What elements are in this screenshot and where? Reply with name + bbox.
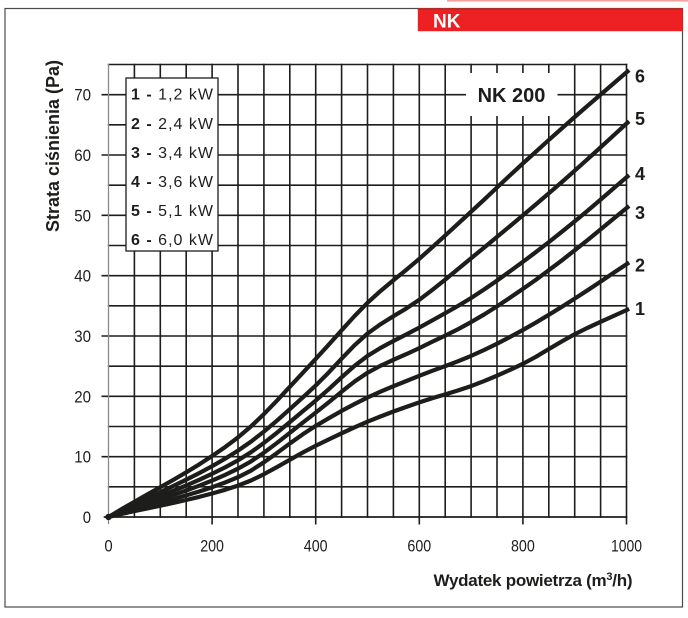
svg-text:200: 200 [200, 537, 224, 556]
svg-text:0: 0 [83, 508, 91, 527]
svg-text:5: 5 [635, 109, 645, 129]
svg-text:4 - 3,6 kW: 4 - 3,6 kW [131, 174, 214, 191]
svg-text:60: 60 [74, 146, 91, 165]
svg-text:0: 0 [104, 537, 112, 556]
svg-text:20: 20 [74, 387, 91, 406]
svg-text:50: 50 [74, 206, 91, 225]
svg-text:5 - 5,1 kW: 5 - 5,1 kW [131, 203, 214, 220]
svg-text:40: 40 [74, 267, 91, 286]
svg-text:2 - 2,4 kW: 2 - 2,4 kW [131, 116, 214, 133]
svg-text:800: 800 [511, 537, 535, 556]
svg-text:Strata ciśnienia (Pa): Strata ciśnienia (Pa) [43, 60, 63, 232]
svg-text:NK 200: NK 200 [478, 85, 546, 107]
svg-text:4: 4 [635, 164, 645, 184]
svg-text:Wydatek powietrza (m3/h): Wydatek powietrza (m3/h) [434, 571, 633, 590]
svg-text:70: 70 [74, 86, 91, 105]
svg-text:1: 1 [635, 299, 645, 319]
svg-text:400: 400 [304, 537, 328, 556]
svg-text:6: 6 [635, 67, 645, 87]
svg-text:3: 3 [635, 203, 645, 223]
svg-text:1000: 1000 [611, 537, 642, 556]
svg-text:6 - 6,0 kW: 6 - 6,0 kW [131, 232, 214, 249]
svg-text:NK: NK [433, 12, 461, 33]
svg-text:2: 2 [635, 256, 645, 276]
svg-text:3 - 3,4 kW: 3 - 3,4 kW [131, 145, 214, 162]
svg-text:10: 10 [74, 448, 91, 467]
svg-text:1 - 1,2 kW: 1 - 1,2 kW [131, 87, 214, 104]
svg-text:600: 600 [407, 537, 431, 556]
svg-text:30: 30 [74, 327, 91, 346]
